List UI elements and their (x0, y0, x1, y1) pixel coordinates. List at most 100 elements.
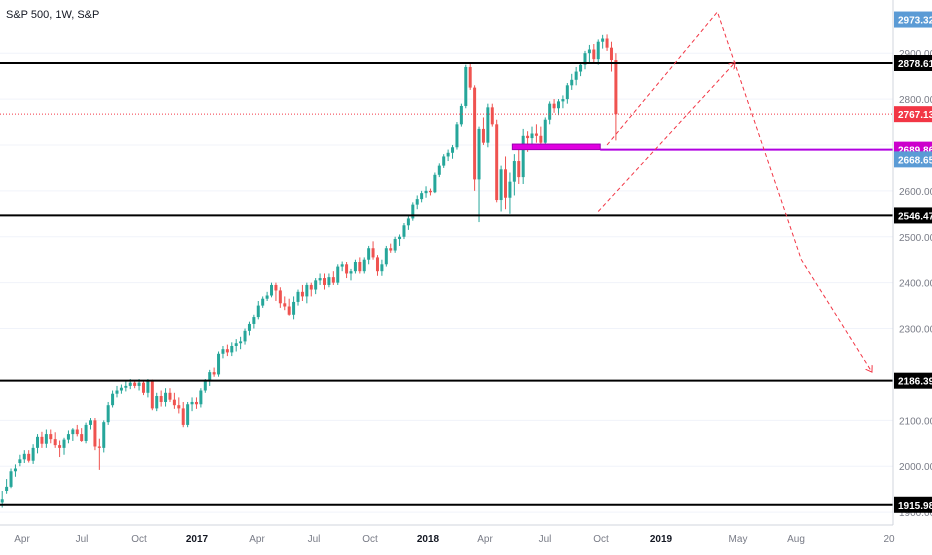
candle (53, 432, 57, 448)
candle (556, 99, 560, 116)
candle (172, 392, 176, 409)
candle (587, 44, 591, 63)
candle (102, 420, 106, 453)
candle (292, 296, 296, 320)
price-badge-label: 2767.13 (898, 110, 932, 121)
candle (596, 39, 600, 65)
candle (13, 464, 17, 477)
candle (283, 296, 287, 311)
candle-body (614, 60, 618, 115)
price-tick-label: 2500.00 (899, 233, 932, 244)
candle (124, 380, 128, 392)
time-tick-label: Oct (131, 534, 147, 545)
candle (190, 397, 194, 412)
candle (261, 296, 265, 308)
candle-body (146, 381, 150, 393)
candle-body (362, 259, 366, 272)
candle-body (574, 71, 578, 80)
time-axis: Apr Jul Oct 2017 Apr Jul Oct 2018 Apr Jul Oct 2019 M… (0, 524, 895, 545)
price-axis: 1900.00 2000.00 2100.00 2300.00 2400.00 2500.… (892, 0, 932, 550)
candle-body (336, 266, 340, 283)
price-badge: 2668.65 (894, 151, 932, 168)
candle (530, 126, 534, 145)
candle-body (486, 107, 490, 143)
candle (49, 429, 53, 444)
time-tick-label: Jul (76, 534, 89, 545)
candle (62, 437, 66, 455)
candle (274, 282, 278, 302)
candle (314, 278, 318, 295)
candle-body (415, 199, 419, 205)
candle-body (274, 284, 278, 291)
price-badge-bg (894, 11, 932, 28)
candle-body (561, 99, 565, 102)
candle (217, 351, 221, 377)
candle-body (526, 135, 530, 139)
candle-body (464, 66, 468, 106)
candle-body (172, 399, 176, 406)
candle (336, 264, 340, 285)
candle-body (331, 277, 335, 283)
time-tick-label: 20 (883, 534, 895, 545)
candle-body (234, 343, 238, 346)
candle (58, 440, 62, 458)
candle (437, 163, 441, 178)
candle (446, 149, 450, 162)
candle-body (587, 49, 591, 54)
candle-body (592, 49, 596, 60)
price-tick-label: 2100.00 (899, 416, 932, 427)
candle (349, 268, 353, 281)
candle-body (278, 290, 282, 304)
candle-body (53, 439, 57, 446)
candle (9, 468, 13, 489)
time-tick-label: Apr (477, 534, 493, 545)
candle-body (473, 87, 477, 180)
horizontal-levels (0, 62, 893, 506)
candle-body (203, 381, 207, 391)
candle (534, 124, 538, 143)
price-tick-label: 2400.00 (899, 279, 932, 290)
candle-body (102, 422, 106, 448)
candle-body (265, 295, 269, 299)
candle (512, 154, 516, 196)
time-tick-label: 2019 (650, 534, 673, 545)
candle (270, 282, 274, 298)
candle (164, 388, 168, 407)
projection-path (597, 62, 735, 212)
candle-body (468, 66, 472, 88)
candle (340, 261, 344, 272)
candle (186, 401, 190, 428)
candle (459, 103, 463, 127)
candle-body (323, 278, 327, 285)
candle-body (252, 317, 256, 324)
candle-body (9, 471, 13, 487)
candle (490, 103, 494, 127)
candle (66, 430, 70, 444)
candle (221, 345, 225, 359)
candle-body (609, 47, 613, 61)
candle (141, 381, 145, 396)
candle-body (424, 190, 428, 194)
candle-body (499, 169, 503, 201)
price-badge-bg (894, 372, 932, 389)
candle (168, 388, 172, 402)
candle-body (446, 152, 450, 157)
candle (89, 418, 93, 430)
candle-body (141, 382, 145, 393)
candle (287, 298, 291, 316)
time-tick-label: Jul (308, 534, 321, 545)
candle (389, 243, 393, 253)
candle (40, 431, 44, 448)
candle (256, 301, 260, 320)
support-zone (511, 143, 601, 151)
candle-body (75, 429, 79, 435)
candle (234, 339, 238, 352)
time-tick-label: Jul (539, 534, 552, 545)
price-badge: 2767.13 (894, 106, 932, 123)
candle (278, 287, 282, 308)
candle (18, 454, 22, 467)
candle-body (305, 284, 309, 297)
candle-body (402, 225, 406, 237)
symbol-title: S&P 500, 1W, S&P (6, 9, 100, 21)
